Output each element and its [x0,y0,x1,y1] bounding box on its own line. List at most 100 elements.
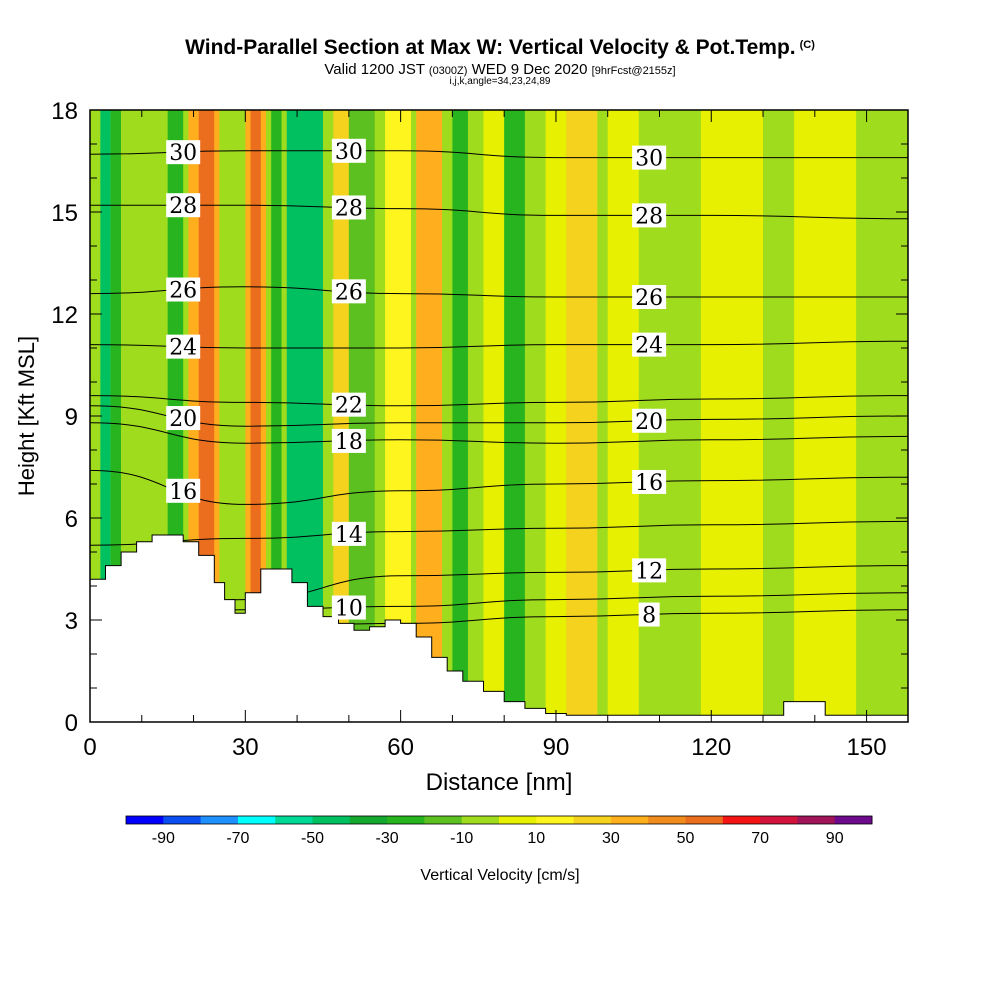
colorbar-swatch [760,816,798,824]
theta-contour [90,405,908,427]
x-tick-label: 60 [387,734,414,761]
contour-label: 16 [635,471,663,496]
colorbar-swatch [387,816,425,824]
contour-label-box [166,277,201,302]
contour-label-box [331,195,366,220]
velocity-column [566,110,598,722]
colorbar-swatch [163,816,202,824]
contour-label: 26 [635,286,663,311]
colorbar-tick-label: -90 [152,830,175,847]
chart-title: Wind-Parallel Section at Max W: Vertical… [0,36,1000,60]
contour-label: 28 [169,194,197,219]
colorbar-tick-label: 50 [677,830,695,847]
colorbar-swatch [797,816,836,824]
colorbar-swatch [499,816,537,824]
y-tick-label: 18 [51,98,78,125]
contour-label-box [632,145,667,170]
y-tick-label: 15 [51,200,78,227]
contour-label-box [331,428,366,453]
contour-label-box [632,332,667,357]
colorbar-tick-label: -30 [376,830,399,847]
velocity-column [504,110,525,722]
colorbar-swatch [610,816,649,824]
colorbar-swatch [126,816,164,824]
velocity-column [271,110,282,722]
contour-label: 24 [635,334,663,359]
theta-contour [90,204,908,220]
colorbar-tick-label: -50 [301,830,324,847]
contour-label: 26 [335,280,363,305]
colorbar-swatch [312,816,351,824]
valid-prefix: Valid 1200 JST [324,61,425,78]
contour-label-box [166,140,201,165]
colorbar-swatch [573,816,612,824]
colorbar-swatch [349,816,388,824]
contour-label-box [632,203,667,228]
x-tick-label: 90 [543,734,570,761]
velocity-column [416,110,443,722]
theta-contour [90,286,908,298]
colorbar-swatch [685,816,724,824]
y-tick-label: 12 [51,302,78,329]
colorbar-swatch [461,816,500,824]
contour-label: 16 [169,480,197,505]
velocity-column [219,110,235,722]
theta-contour [90,395,908,407]
x-tick-label: 150 [847,734,887,761]
colorbar-tick-label: -70 [226,830,249,847]
contour-label-box [166,478,201,503]
contour-label-box [331,138,366,163]
contour-label-box [166,334,201,359]
contour-label-box [331,279,366,304]
contour-label-box [632,469,667,494]
colorbar-swatch [536,816,575,824]
contour-label: 28 [335,196,363,221]
theta-contour [90,150,908,159]
colorbar-frame [125,815,873,825]
velocity-column [794,110,857,722]
colorbar-swatch [237,816,276,824]
velocity-column [452,110,468,722]
colorbar-swatch [834,816,873,824]
x-tick-label: 120 [691,734,731,761]
contour-label: 30 [335,140,363,165]
contour-label-box [632,285,667,309]
contour-label: 12 [635,559,663,584]
theta-contour [90,340,908,349]
valid-date: WED 9 Dec 2020 [471,61,588,78]
forecast-tag: [9hrFcst@2155z] [591,65,676,77]
chart-title-text: Wind-Parallel Section at Max W: Vertical… [185,36,796,59]
y-axis-label: Height [Kft MSL] [14,336,39,496]
colorbar-swatch [200,816,239,824]
contour-label-box [331,392,366,417]
x-axis-label: Distance [nm] [426,769,573,796]
contour-label-box [632,408,667,433]
contour-label: 30 [635,147,663,172]
contour-label-box [638,602,660,627]
theta-contour [90,520,908,546]
y-tick-label: 3 [65,608,78,635]
valid-time-line: Valid 1200 JST (0300Z) WED 9 Dec 2020 [9… [0,61,1000,78]
theta-contour [90,469,908,505]
colorbar-swatch [424,816,463,824]
contour-label: 20 [635,410,663,435]
colorbar-label: Vertical Velocity [cm/s] [420,867,579,884]
velocity-column [763,110,795,722]
contour-label-box [331,521,366,546]
contour-label-box [166,193,201,218]
contour-label: 8 [642,604,656,629]
colorbar-tick-label: 10 [527,830,545,847]
contour-label-box [632,558,667,583]
contour-label-box [331,595,366,620]
contour-label: 24 [169,336,197,361]
contour-label: 20 [169,407,197,432]
contour-label: 22 [335,394,363,419]
plot-area: 8 10 12 14 16 16 18 20 20 22 24 24 26 26 26 28 28 28 30 30 3… [90,110,908,722]
velocity-column [700,110,764,722]
theta-contour [90,422,908,444]
colorbar-swatch [722,816,761,824]
velocity-column [110,110,122,722]
x-tick-label: 30 [232,734,259,761]
contour-label-box [166,406,201,431]
